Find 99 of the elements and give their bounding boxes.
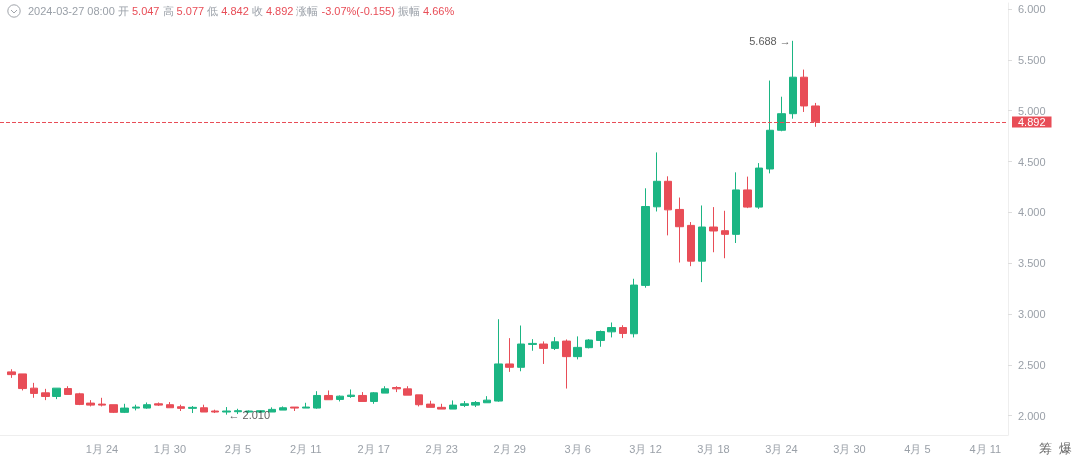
candlestick [449,399,457,410]
x-tick-label: 2月 17 [357,442,390,455]
candlestick [132,404,140,411]
candlestick [18,373,27,391]
candlestick [664,175,672,236]
candlestick [120,403,129,414]
y-tick-label: 3.000 [1018,308,1046,321]
candlestick [75,392,84,406]
candlestick [517,325,525,372]
x-tick-label: 2月 23 [425,442,458,455]
x-tick-label: 2月 5 [224,442,251,455]
candlestick [347,388,355,399]
candlestick [766,80,774,174]
candlestick [268,406,276,413]
x-tick-label: 3月 18 [697,442,730,455]
candlestick [211,409,219,414]
y-tick-label: 6.000 [1018,3,1046,16]
x-tick-label: 1月 24 [85,442,119,455]
candlestick [721,210,729,259]
candlestick [245,409,253,414]
text: 筹 [1039,441,1052,456]
y-tick-label: 5.000 [1018,104,1046,117]
x-tick-label: 2月 11 [290,442,322,455]
candlestick [777,96,786,132]
candlestick [743,176,752,209]
candlestick [494,318,503,403]
candlestick [789,40,797,120]
candlestick [505,337,514,373]
candlestick [52,387,61,400]
chart-title: 2024-03-27 08:00 开 5.047 高 5.077 低 4.842 收 4.892 涨幅 -3.07%(-0.155) 振幅 4.66% [28,4,455,17]
y-tick-label: 2.500 [1018,358,1046,371]
candlestick [437,403,446,410]
candlestick [460,400,469,408]
candlestick [585,338,593,349]
candlestick [653,151,661,212]
candlestick [290,406,299,412]
text: 爆 [1059,441,1072,456]
candlestick [675,197,684,263]
candlestick [698,204,706,283]
candlestick [641,187,650,289]
candlestick [143,401,151,410]
candlestick [471,400,480,408]
candlestick [596,330,605,348]
candlestick [403,385,412,396]
candlestick [200,404,208,413]
candlestick [166,401,174,409]
y-tick-label: 4.500 [1018,155,1046,168]
candlestick [415,394,423,407]
y-tick-label: 4.000 [1018,206,1046,219]
candlestick [109,404,118,414]
y-tick-label: 2.000 [1018,409,1046,422]
candlestick [64,385,72,395]
candlestick [562,338,571,390]
candlestick [336,394,344,402]
candlestick [188,405,197,414]
candlestick [154,401,163,407]
candlestick [370,391,378,405]
candlestick [86,399,95,407]
candlestick [619,324,627,339]
candlestick [324,389,333,401]
candlestick [234,408,242,415]
candlestick [551,336,559,351]
candlestick [222,406,231,416]
candlestick [528,338,537,352]
candlestick [607,321,616,338]
y-tick-label: 3.500 [1018,257,1046,270]
candlestick [98,397,106,407]
candlestick [41,388,50,401]
candlestick [709,206,718,253]
candlestick [279,405,287,411]
x-tick-label: 1月 30 [153,442,187,455]
candlestick [392,385,401,393]
candlestick [539,340,548,365]
candlestick [313,390,321,410]
x-tick-label: 3月 12 [629,442,662,455]
candlestick [755,162,763,210]
y-tick-label: 5.500 [1018,53,1046,66]
annotation: 5.688 → [749,34,791,47]
candlestick [732,171,740,244]
candlestick [30,382,38,399]
candlestick [358,391,367,402]
x-tick-label: 3月 6 [564,442,591,455]
candlestick [7,368,16,379]
x-tick-label: 4月 11 [969,442,1002,455]
candlestick [426,400,435,408]
candlestick [483,395,491,404]
candlestick [573,335,582,360]
candlestick [687,221,695,267]
x-tick-label: 2月 29 [493,442,526,455]
x-tick-label: 3月 30 [833,442,866,455]
x-tick-label: 3月 24 [765,442,798,455]
x-tick-label: 4月 5 [904,442,931,455]
annotation: ← 2.010 [228,408,271,421]
candlestick [800,69,808,113]
ref-line-label: 4.892 [1018,115,1046,128]
candlestick [302,402,310,409]
candlestick [177,404,185,412]
candlestick [381,385,389,394]
candlestick [630,278,638,338]
